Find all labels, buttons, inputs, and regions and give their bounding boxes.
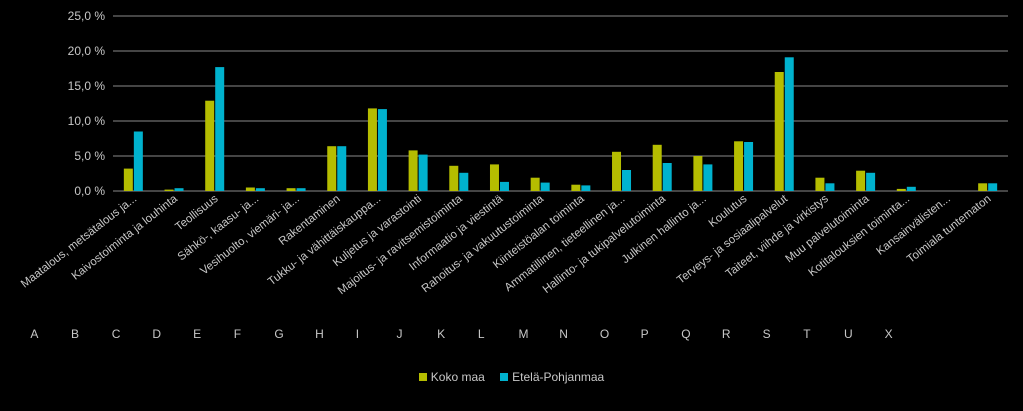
bar-i-koko-maa	[449, 165, 459, 191]
bar-a-koko-maa	[123, 168, 133, 191]
x-category-label: Kansainvälisten...	[874, 193, 952, 258]
bar-g-etela-pohjanmaa	[377, 109, 387, 191]
bar-n-koko-maa	[652, 144, 662, 191]
bar-l-etela-pohjanmaa	[581, 185, 591, 191]
legend-swatch-etela-pohjanmaa	[500, 373, 509, 381]
bar-r-etela-pohjanmaa	[825, 183, 835, 191]
x-category-code: X	[885, 327, 893, 341]
bar-k-etela-pohjanmaa	[540, 182, 550, 191]
bar-q-koko-maa	[774, 72, 784, 191]
x-category-code: I	[356, 327, 359, 341]
x-category-code: C	[112, 327, 121, 341]
bar-d-etela-pohjanmaa	[255, 188, 265, 191]
x-category-code: J	[396, 327, 402, 341]
bar-e-koko-maa	[286, 188, 296, 191]
x-category-code: T	[803, 327, 811, 341]
bar-b-koko-maa	[164, 189, 174, 191]
legend-label-koko-maa: Koko maa	[430, 370, 485, 384]
bar-s-koko-maa	[856, 170, 866, 191]
y-tick-label: 10,0 %	[68, 114, 106, 128]
x-category-code: H	[315, 327, 324, 341]
legend-item-etela-pohjanmaa: Etelä-Pohjanmaa	[500, 370, 604, 384]
legend-swatch-koko-maa	[418, 373, 427, 381]
bar-j-koko-maa	[489, 164, 499, 191]
bar-k-koko-maa	[530, 177, 540, 191]
bar-g-koko-maa	[367, 108, 377, 191]
x-category-code: M	[519, 327, 529, 341]
bar-f-koko-maa	[327, 146, 337, 191]
bar-c-etela-pohjanmaa	[215, 67, 225, 191]
x-category-code: P	[641, 327, 649, 341]
bar-r-koko-maa	[815, 177, 825, 191]
bar-p-koko-maa	[734, 141, 744, 191]
x-category-code: A	[30, 327, 38, 341]
bar-o-etela-pohjanmaa	[703, 164, 713, 191]
bar-t-koko-maa	[896, 188, 906, 191]
x-category-code: Q	[681, 327, 690, 341]
bar-m-etela-pohjanmaa	[622, 170, 632, 191]
bar-h-koko-maa	[408, 150, 418, 191]
x-category-code: R	[722, 327, 731, 341]
x-category-code: N	[559, 327, 568, 341]
bar-x-etela-pohjanmaa	[988, 183, 998, 191]
bar-m-koko-maa	[612, 151, 622, 191]
y-tick-label: 15,0 %	[68, 79, 106, 93]
bar-n-etela-pohjanmaa	[662, 163, 672, 191]
bar-s-etela-pohjanmaa	[866, 172, 876, 191]
bar-q-etela-pohjanmaa	[784, 57, 794, 191]
bar-l-koko-maa	[571, 184, 581, 191]
bar-e-etela-pohjanmaa	[296, 188, 306, 191]
bar-p-etela-pohjanmaa	[744, 142, 754, 191]
legend-item-koko-maa: Koko maa	[418, 370, 485, 384]
bar-t-etela-pohjanmaa	[906, 186, 916, 191]
bar-x-koko-maa	[978, 183, 988, 191]
x-category-code: K	[437, 327, 445, 341]
y-tick-label: 20,0 %	[68, 44, 106, 58]
legend-label-etela-pohjanmaa: Etelä-Pohjanmaa	[512, 370, 605, 384]
bar-h-etela-pohjanmaa	[418, 154, 428, 191]
x-category-code: U	[844, 327, 853, 341]
x-category-code: S	[763, 327, 771, 341]
x-category-code: D	[152, 327, 161, 341]
x-category-code: F	[234, 327, 241, 341]
x-category-code: B	[71, 327, 79, 341]
bar-o-koko-maa	[693, 156, 703, 191]
bar-i-etela-pohjanmaa	[459, 172, 469, 191]
y-tick-label: 0,0 %	[74, 184, 105, 198]
x-category-code: L	[478, 327, 485, 341]
bar-j-etela-pohjanmaa	[499, 181, 509, 191]
x-category-code: G	[274, 327, 283, 341]
chart-legend: Koko maa Etelä-Pohjanmaa	[0, 370, 1023, 384]
x-category-code: E	[193, 327, 201, 341]
bar-d-koko-maa	[245, 187, 255, 191]
bar-c-koko-maa	[205, 100, 215, 191]
y-tick-label: 5,0 %	[74, 149, 105, 163]
bar-f-etela-pohjanmaa	[337, 146, 347, 191]
bar-b-etela-pohjanmaa	[174, 188, 184, 191]
x-category-code: O	[600, 327, 609, 341]
bar-a-etela-pohjanmaa	[133, 131, 143, 191]
y-tick-label: 25,0 %	[68, 9, 106, 23]
